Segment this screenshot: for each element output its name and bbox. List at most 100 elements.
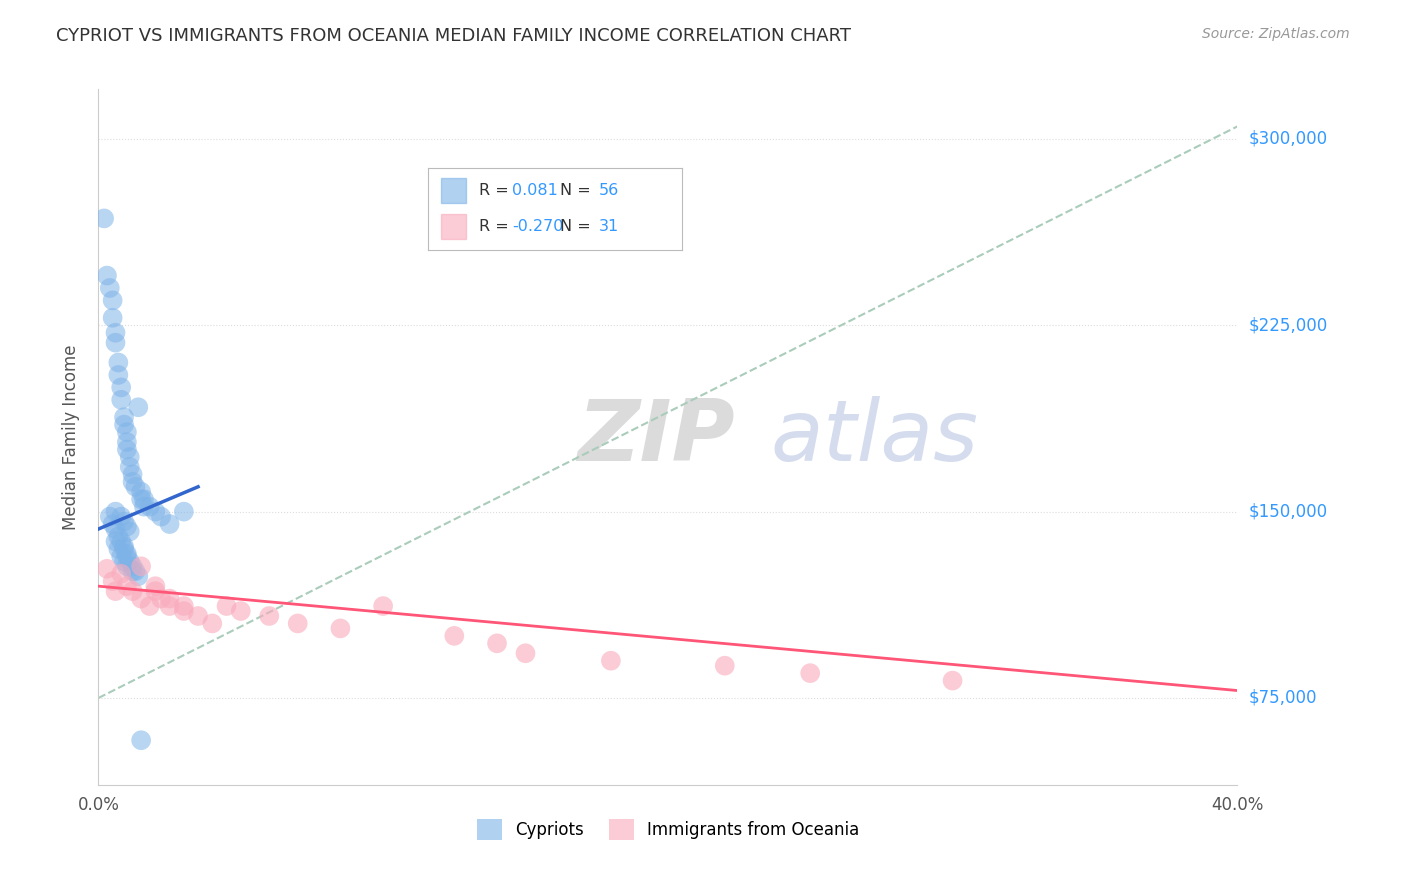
Point bbox=[145, 584, 167, 599]
Point bbox=[124, 480, 146, 494]
Point bbox=[107, 368, 129, 382]
Point bbox=[600, 654, 623, 668]
Point bbox=[145, 579, 167, 593]
Point bbox=[159, 516, 181, 531]
Point bbox=[112, 554, 135, 568]
Point bbox=[201, 616, 224, 631]
Point bbox=[138, 599, 160, 613]
Text: R =: R = bbox=[479, 183, 515, 198]
Point bbox=[942, 673, 965, 688]
Point bbox=[115, 435, 138, 450]
Point bbox=[121, 564, 143, 578]
Point bbox=[107, 541, 129, 556]
Bar bbox=[441, 214, 467, 239]
Text: CYPRIOT VS IMMIGRANTS FROM OCEANIA MEDIAN FAMILY INCOME CORRELATION CHART: CYPRIOT VS IMMIGRANTS FROM OCEANIA MEDIA… bbox=[56, 27, 851, 45]
Point bbox=[121, 584, 143, 599]
Point bbox=[110, 549, 132, 564]
Point bbox=[115, 559, 138, 574]
Point bbox=[118, 524, 141, 539]
Point bbox=[98, 509, 121, 524]
Point bbox=[229, 604, 252, 618]
Point bbox=[101, 293, 124, 308]
Point bbox=[96, 268, 118, 283]
Point bbox=[115, 547, 138, 561]
Point bbox=[115, 425, 138, 439]
Point bbox=[121, 559, 143, 574]
Point bbox=[112, 515, 135, 529]
Point bbox=[127, 569, 149, 583]
Point bbox=[112, 417, 135, 432]
Point bbox=[104, 584, 127, 599]
Text: R =: R = bbox=[479, 219, 515, 235]
Point bbox=[150, 591, 173, 606]
Point bbox=[107, 355, 129, 369]
Point bbox=[104, 335, 127, 350]
Point bbox=[118, 450, 141, 464]
Point bbox=[150, 509, 173, 524]
Text: -0.270: -0.270 bbox=[512, 219, 564, 235]
Point bbox=[129, 484, 152, 499]
Point bbox=[121, 475, 143, 489]
Point bbox=[115, 442, 138, 457]
Point bbox=[259, 609, 281, 624]
Point bbox=[98, 281, 121, 295]
Point bbox=[714, 658, 737, 673]
Point bbox=[187, 609, 209, 624]
Point bbox=[110, 380, 132, 394]
Point bbox=[127, 401, 149, 415]
Point bbox=[132, 492, 155, 507]
Point bbox=[138, 500, 160, 514]
Text: ZIP: ZIP bbox=[576, 395, 734, 479]
Text: N =: N = bbox=[561, 219, 596, 235]
Point bbox=[132, 500, 155, 514]
Text: N =: N = bbox=[561, 183, 596, 198]
Point bbox=[159, 599, 181, 613]
Point bbox=[515, 646, 537, 660]
Text: $225,000: $225,000 bbox=[1249, 317, 1327, 334]
Point bbox=[129, 733, 152, 747]
Point bbox=[121, 467, 143, 482]
Point bbox=[93, 211, 115, 226]
Text: 56: 56 bbox=[599, 183, 619, 198]
Point bbox=[115, 579, 138, 593]
Point bbox=[107, 529, 129, 543]
Point bbox=[173, 599, 195, 613]
Y-axis label: Median Family Income: Median Family Income bbox=[62, 344, 80, 530]
Point bbox=[96, 562, 118, 576]
Point bbox=[110, 566, 132, 581]
Point bbox=[112, 541, 135, 556]
Point bbox=[145, 505, 167, 519]
Legend: Cypriots, Immigrants from Oceania: Cypriots, Immigrants from Oceania bbox=[470, 813, 866, 847]
Text: 0.081: 0.081 bbox=[512, 183, 558, 198]
Point bbox=[118, 554, 141, 568]
Text: 31: 31 bbox=[599, 219, 619, 235]
Point bbox=[443, 629, 465, 643]
Point bbox=[104, 534, 127, 549]
Point bbox=[104, 326, 127, 340]
Point bbox=[173, 505, 195, 519]
Point bbox=[173, 604, 195, 618]
Point bbox=[486, 636, 509, 650]
Text: $75,000: $75,000 bbox=[1249, 689, 1317, 707]
Bar bbox=[441, 178, 467, 203]
Point bbox=[110, 509, 132, 524]
Point bbox=[129, 559, 152, 574]
Point bbox=[115, 549, 138, 564]
Text: $300,000: $300,000 bbox=[1249, 130, 1327, 148]
Point bbox=[129, 492, 152, 507]
Point bbox=[287, 616, 309, 631]
Point bbox=[799, 666, 821, 681]
Text: $150,000: $150,000 bbox=[1249, 502, 1327, 521]
Point bbox=[112, 410, 135, 425]
Point bbox=[101, 574, 124, 589]
Point bbox=[159, 591, 181, 606]
Text: Source: ZipAtlas.com: Source: ZipAtlas.com bbox=[1202, 27, 1350, 41]
Point bbox=[371, 599, 394, 613]
Point bbox=[101, 516, 124, 531]
Point bbox=[215, 599, 238, 613]
Point bbox=[110, 534, 132, 549]
Point bbox=[118, 459, 141, 474]
Point bbox=[101, 310, 124, 325]
Point bbox=[129, 591, 152, 606]
Point bbox=[124, 564, 146, 578]
